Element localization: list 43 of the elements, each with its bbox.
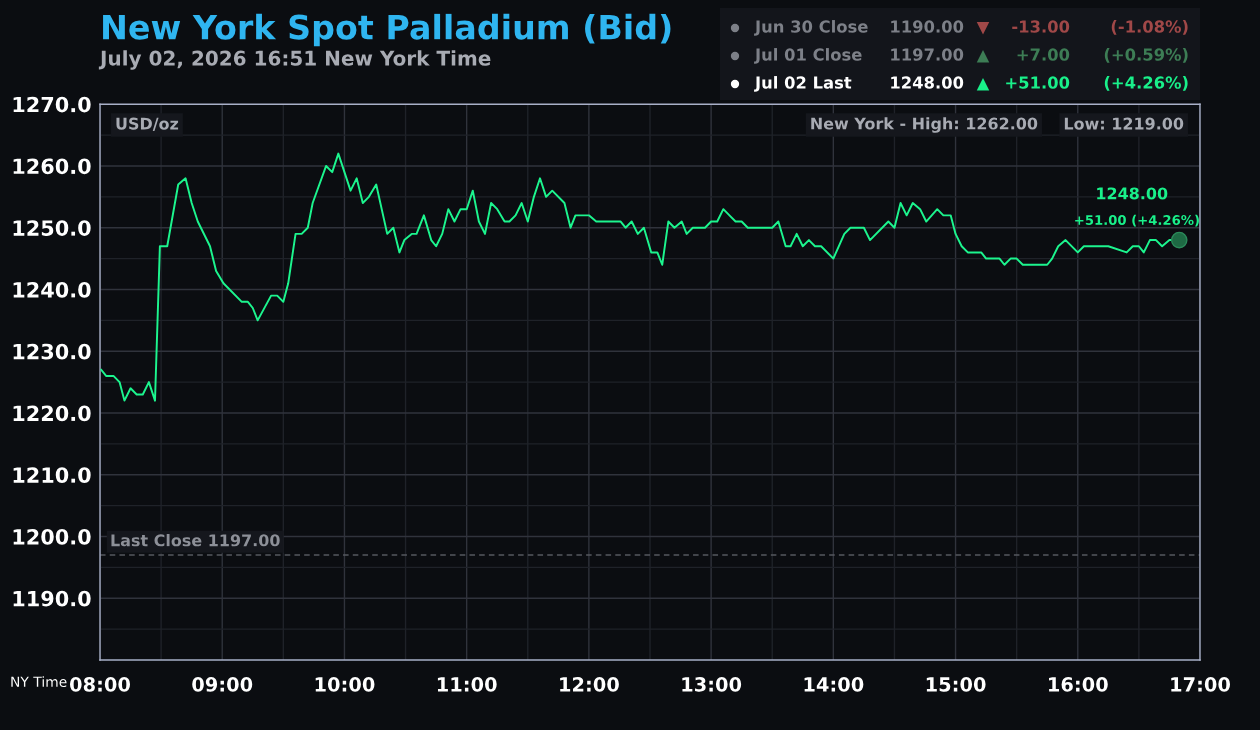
text: (+0.59%) <box>1104 48 1188 63</box>
text: +7.00 <box>1017 48 1070 61</box>
text: ▼ <box>976 21 990 35</box>
y-tick-label: 1200.0 <box>13 528 91 545</box>
y-tick-label: 1260.0 <box>13 158 91 175</box>
x-tick-label: 15:00 <box>926 677 986 692</box>
chart-title: New York Spot Palladium (Bid) <box>103 13 671 47</box>
x-tick-label: 10:00 <box>315 677 375 692</box>
text: 1248.00 <box>891 76 964 89</box>
chart-subtitle: July 02, 2026 16:51 New York Time <box>98 50 491 70</box>
annotation: New York - High: 1262.00 <box>811 117 1038 133</box>
text: ▲ <box>976 49 990 63</box>
annotation: 1248.00 <box>1097 187 1168 200</box>
y-tick-label: 1230.0 <box>13 343 91 360</box>
ref-line-label: Last Close 1197.00 <box>111 534 280 547</box>
x-tick-label: 14:00 <box>804 677 864 692</box>
x-tick-label: 11:00 <box>437 677 497 692</box>
y-tick-label: 1210.0 <box>13 467 91 483</box>
y-tick-label: 1250.0 <box>13 220 91 236</box>
text: (-1.08%) <box>1111 20 1188 35</box>
text: Jul 01 Close <box>754 48 862 64</box>
text: (+4.26%) <box>1104 76 1188 91</box>
x-tick-label: 13:00 <box>682 677 742 692</box>
y-tick-label: 1240.0 <box>13 281 91 298</box>
x-tick-label: 08:00 <box>69 677 131 692</box>
annotation: +51.00 (+4.26%) <box>1075 214 1199 227</box>
text: Jun 30 Close <box>754 20 868 36</box>
y-tick-label: 1220.0 <box>13 405 91 422</box>
text: +51.00 <box>1006 76 1070 89</box>
x-tick-label: 16:00 <box>1049 677 1108 692</box>
annotation: Low: 1219.00 <box>1064 117 1184 130</box>
text: -13.00 <box>1012 20 1070 33</box>
y-axis-title: USD/oz <box>116 117 179 131</box>
y-tick-label: 1190.0 <box>13 590 91 607</box>
x-tick-label: 12:00 <box>560 677 619 692</box>
text: Jul 02 Last <box>754 76 852 92</box>
x-tick-label: 17:00 <box>1171 677 1231 692</box>
x-tick-label: 09:00 <box>192 677 253 692</box>
text: 1190.00 <box>891 20 964 33</box>
text: 1197.00 <box>891 48 964 61</box>
text: ▲ <box>976 77 990 91</box>
x-axis-title: NY Time <box>11 676 67 688</box>
y-tick-label: 1270.0 <box>13 96 91 113</box>
